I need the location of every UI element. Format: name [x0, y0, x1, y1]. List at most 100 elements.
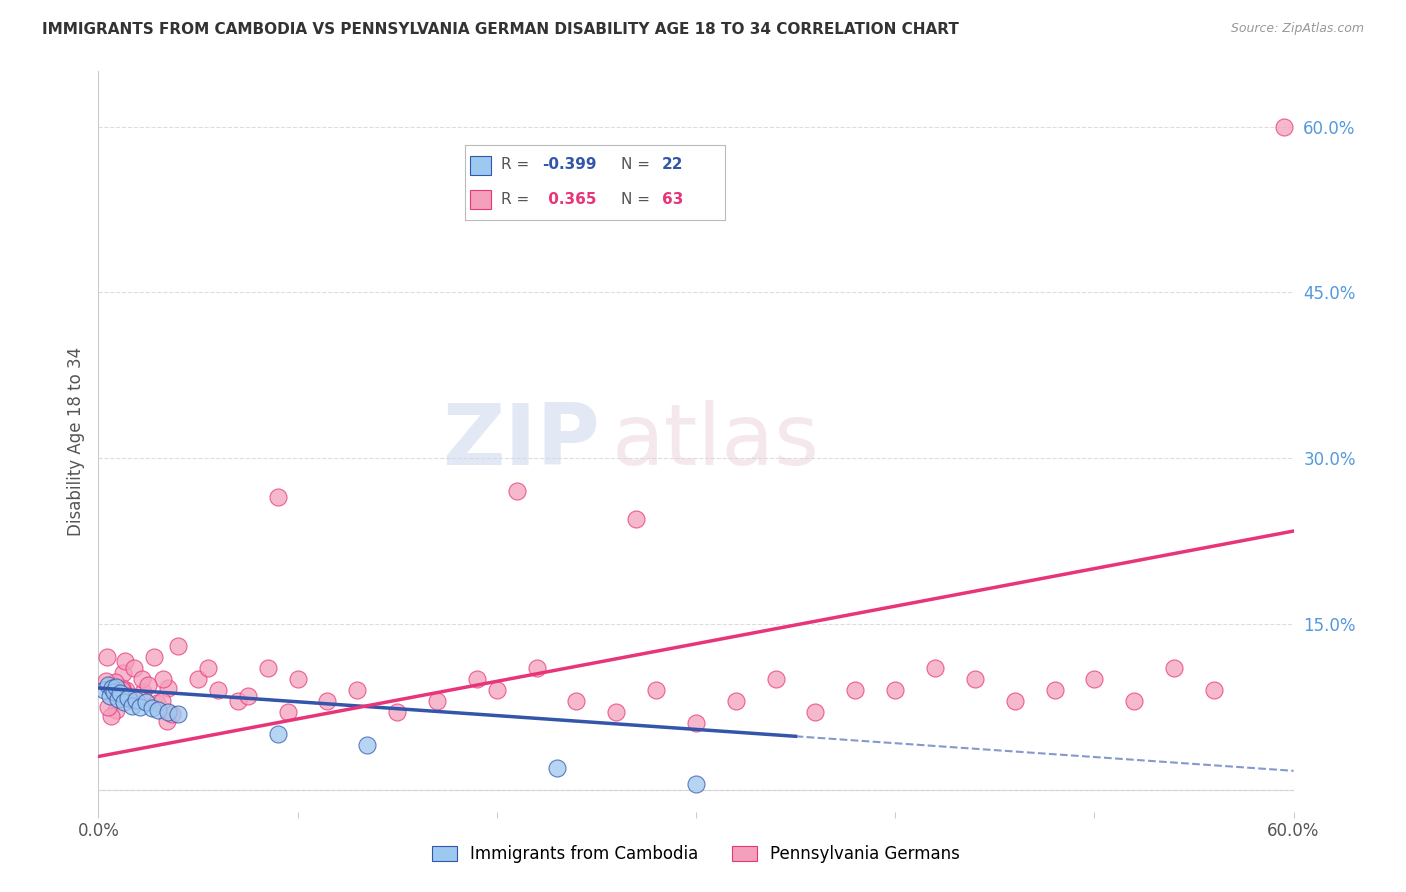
Point [104, 703, 127, 717]
Text: 0.365: 0.365 [543, 192, 596, 207]
Point [152, 672, 174, 686]
Point [105, 680, 128, 694]
Point [150, 694, 173, 708]
Point [526, 661, 548, 675]
Point [131, 672, 153, 686]
Point [114, 682, 136, 697]
Point [110, 686, 132, 700]
Point [112, 695, 135, 709]
Point [107, 692, 129, 706]
Point [963, 672, 986, 686]
Text: atlas: atlas [613, 400, 820, 483]
Point [316, 694, 339, 708]
Point [565, 694, 588, 708]
Point [844, 683, 866, 698]
Text: -0.399: -0.399 [543, 157, 598, 172]
Point [287, 672, 309, 686]
Point [112, 665, 135, 680]
Point [884, 683, 907, 698]
Point [167, 639, 190, 653]
Point [385, 706, 409, 720]
Text: IMMIGRANTS FROM CAMBODIA VS PENNSYLVANIA GERMAN DISABILITY AGE 18 TO 34 CORRELAT: IMMIGRANTS FROM CAMBODIA VS PENNSYLVANIA… [42, 22, 959, 37]
Point [97, 699, 120, 714]
Point [135, 695, 157, 709]
Text: R =: R = [501, 157, 529, 172]
Point [111, 681, 134, 695]
Point [924, 661, 946, 675]
Point [143, 650, 166, 665]
Text: N =: N = [620, 157, 650, 172]
Point [145, 697, 167, 711]
Point [1202, 683, 1225, 698]
Point [117, 689, 139, 703]
Point [118, 691, 141, 706]
Point [187, 672, 209, 686]
Point [156, 714, 179, 728]
Point [107, 692, 129, 706]
Point [346, 683, 368, 698]
Point [114, 654, 136, 668]
Bar [470, 156, 491, 175]
Text: 63: 63 [662, 192, 683, 207]
Point [465, 672, 488, 686]
Text: ZIP: ZIP [443, 400, 600, 483]
Point [197, 661, 219, 675]
Point [485, 683, 508, 698]
Point [98, 689, 122, 703]
Point [626, 512, 648, 526]
Point [156, 681, 179, 695]
Point [267, 490, 290, 504]
Point [1163, 661, 1185, 675]
Point [267, 727, 290, 741]
Point [724, 694, 747, 708]
Point [1004, 694, 1026, 708]
Text: N =: N = [620, 192, 650, 207]
Point [141, 701, 163, 715]
Point [110, 685, 132, 699]
Point [685, 777, 707, 791]
Point [117, 690, 139, 705]
Point [685, 716, 707, 731]
Point [148, 703, 170, 717]
Text: 22: 22 [662, 157, 683, 172]
Point [546, 760, 568, 774]
Point [356, 739, 378, 753]
Point [124, 661, 146, 675]
Point [1083, 672, 1105, 686]
Point [100, 709, 122, 723]
Point [645, 683, 668, 698]
Point [125, 693, 148, 707]
Point [804, 706, 827, 720]
Point [1043, 683, 1066, 698]
Point [167, 707, 190, 722]
Point [136, 678, 159, 692]
Point [426, 694, 449, 708]
Point [101, 681, 124, 695]
Legend: Immigrants from Cambodia, Pennsylvania Germans: Immigrants from Cambodia, Pennsylvania G… [425, 838, 967, 870]
Point [1123, 694, 1146, 708]
Point [103, 685, 125, 699]
Point [207, 683, 229, 698]
Point [104, 675, 127, 690]
Point [94, 673, 117, 688]
Point [605, 706, 627, 720]
Point [506, 484, 529, 499]
Point [129, 699, 152, 714]
Point [131, 685, 153, 699]
Point [97, 678, 120, 692]
Text: Source: ZipAtlas.com: Source: ZipAtlas.com [1230, 22, 1364, 36]
Point [226, 694, 249, 708]
Point [160, 706, 183, 721]
Point [765, 672, 787, 686]
Point [1272, 120, 1295, 134]
Point [93, 683, 115, 698]
Point [121, 698, 143, 713]
Bar [470, 190, 491, 209]
Point [277, 706, 299, 720]
Point [256, 661, 278, 675]
Point [111, 683, 134, 698]
Text: R =: R = [501, 192, 529, 207]
Point [236, 689, 259, 703]
Point [157, 706, 180, 720]
Y-axis label: Disability Age 18 to 34: Disability Age 18 to 34 [66, 347, 84, 536]
